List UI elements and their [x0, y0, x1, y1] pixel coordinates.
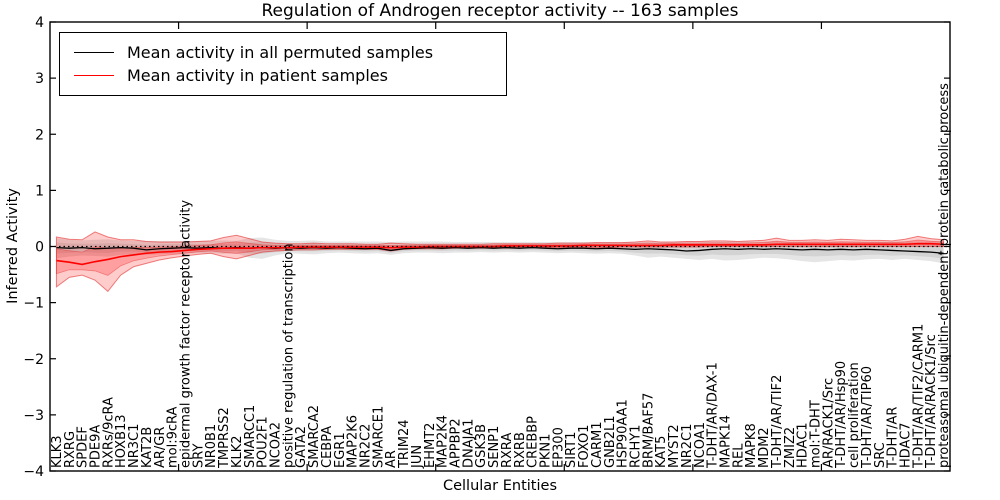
- x-category-label: SIRT1: [564, 432, 579, 468]
- y-tick-label: 0: [35, 240, 44, 256]
- x-category-label: SMARCC1: [243, 405, 258, 468]
- x-category-label: T-DHT/AR/DAX-1: [706, 362, 721, 469]
- x-category-label: SMARCE1: [371, 406, 386, 468]
- x-category-label: cell proliferation: [847, 362, 862, 468]
- x-category-label: KLK2: [230, 435, 245, 468]
- x-category-label: EGR1: [333, 432, 348, 468]
- x-category-label: T-DHT/AR/TIF2/CARM1: [911, 324, 926, 469]
- x-category-label: ZMIZ2: [783, 427, 798, 468]
- x-category-label: NR3C1: [127, 424, 142, 468]
- x-category-label: RCHY1: [629, 425, 644, 468]
- x-category-label: mol:9cRA: [166, 406, 181, 468]
- x-category-label: NR0B1: [204, 424, 219, 468]
- x-category-label: GNB2L1: [603, 415, 618, 468]
- y-tick-label: −3: [23, 408, 44, 424]
- legend-label-patient: Mean activity in patient samples: [127, 65, 388, 85]
- x-category-label: RXRs/9cRA: [101, 397, 116, 468]
- x-category-label: HSP90AA1: [616, 399, 631, 468]
- x-category-label: SRC: [873, 442, 888, 468]
- black-line-sample-icon: [74, 52, 114, 53]
- x-category-label: HDAC1: [796, 422, 811, 468]
- x-category-label: MAP2K6: [346, 415, 361, 468]
- x-category-label: T-DHT/AR/RACK1/Src: [924, 334, 939, 469]
- x-category-label: mol:T-DHT: [809, 400, 824, 468]
- x-category-label: NCOA1: [693, 422, 708, 468]
- x-category-label: CREBBP: [526, 416, 541, 468]
- x-category-label: SPDEF: [76, 426, 91, 468]
- x-category-label: SENP1: [487, 426, 502, 468]
- x-category-label: HOXB13: [114, 414, 129, 468]
- permuted-confidence-band: [56, 237, 944, 264]
- x-category-label: MAPK8: [744, 423, 759, 468]
- y-tick-label: −1: [23, 296, 44, 312]
- x-category-label: MYST2: [667, 424, 682, 468]
- x-category-label: NR2C2: [359, 424, 374, 468]
- x-category-label: SMARCA2: [307, 405, 322, 468]
- x-category-label: T-DHT/AR: [886, 407, 901, 469]
- x-category-label: FOXO1: [577, 425, 592, 468]
- x-category-label: APPBP2: [449, 418, 464, 468]
- x-category-label: REL: [731, 443, 746, 468]
- x-category-label: MAPK14: [719, 415, 734, 468]
- y-tick-label: −4: [23, 464, 44, 480]
- x-category-label: BRM/BAF57: [641, 393, 656, 468]
- x-category-label: MAP2K4: [436, 415, 451, 468]
- x-category-label: POU2F1: [256, 416, 271, 468]
- x-category-label: RXRA: [500, 433, 515, 468]
- patient-confidence-band: [55, 231, 945, 293]
- x-axis-label: Cellular Entities: [442, 478, 558, 494]
- x-category-label: KLK3: [50, 435, 65, 468]
- x-category-label: KAT5: [654, 436, 669, 468]
- x-category-label: EP300: [551, 427, 566, 468]
- x-category-label: EHMT2: [423, 423, 438, 468]
- x-category-label: PKN1: [539, 434, 554, 468]
- legend-item-permuted: Mean activity in all permuted samples: [60, 42, 506, 62]
- legend-item-patient: Mean activity in patient samples: [60, 65, 506, 85]
- x-category-label: JUN: [410, 445, 425, 469]
- x-category-label: NR2C1: [680, 424, 695, 468]
- x-category-label: T-DHT/AR/Hsp90: [834, 361, 849, 469]
- x-category-label: T-DHT/AR/TIF2: [770, 375, 785, 469]
- x-category-label: TMPRSS2: [217, 407, 232, 469]
- x-category-label: CEBPA: [320, 426, 335, 468]
- x-category-label: NCOA2: [269, 422, 284, 468]
- x-category-label: RXRG: [63, 431, 78, 468]
- x-category-label: proteasomal ubiquitin-dependent protein …: [937, 83, 952, 468]
- red-line-sample-icon: [74, 75, 114, 76]
- x-category-label: AR: [384, 450, 399, 468]
- x-category-label: positive regulation of transcription: [281, 243, 296, 468]
- x-category-label: CARM1: [590, 422, 605, 469]
- y-tick-label: −2: [23, 352, 44, 368]
- chart-title: Regulation of Androgen receptor activity…: [261, 1, 739, 21]
- x-category-label: GATA2: [294, 426, 309, 468]
- x-category-label: T-DHT/AR/TIP60: [860, 366, 875, 469]
- x-category-label: SRY: [191, 444, 206, 468]
- x-category-label: AR/GR: [153, 427, 168, 468]
- legend: Mean activity in all permuted samples Me…: [59, 32, 507, 96]
- legend-label-permuted: Mean activity in all permuted samples: [127, 42, 434, 62]
- x-category-label: KAT2B: [140, 427, 155, 468]
- x-category-label: TRIM24: [397, 419, 412, 469]
- x-category-label: DNAJA1: [461, 419, 476, 468]
- y-axis-label: Inferred Activity: [5, 188, 21, 304]
- y-tick-label: 4: [35, 15, 44, 31]
- x-category-label: GSK3B: [474, 424, 489, 468]
- x-category-label: AR/RACK1/Src: [821, 378, 836, 468]
- x-category-label: HDAC7: [899, 422, 914, 468]
- permuted-mean-line: [56, 246, 944, 254]
- y-tick-label: 1: [35, 183, 44, 199]
- x-category-label: MDM2: [757, 427, 772, 468]
- x-category-label: RXRB: [513, 432, 528, 468]
- x-category-label: epidermal growth factor receptor activit…: [179, 200, 194, 468]
- y-tick-label: 3: [35, 71, 44, 87]
- y-tick-label: 2: [35, 127, 44, 143]
- x-category-label: PDE9A: [89, 425, 104, 468]
